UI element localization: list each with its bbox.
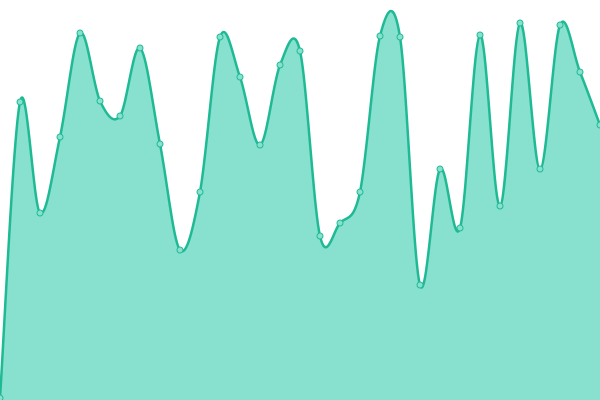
data-point — [56, 133, 64, 141]
data-point — [596, 121, 600, 129]
data-point — [376, 32, 384, 40]
data-point — [336, 219, 344, 227]
data-point — [476, 31, 484, 39]
data-point — [256, 141, 264, 149]
data-point — [136, 44, 144, 52]
data-point — [316, 232, 324, 240]
data-point — [116, 112, 124, 120]
data-point — [196, 188, 204, 196]
data-point — [36, 209, 44, 217]
data-point — [76, 29, 84, 37]
data-point — [236, 73, 244, 81]
data-point — [516, 19, 524, 27]
data-point — [0, 394, 4, 400]
data-point — [536, 165, 544, 173]
data-point — [576, 68, 584, 76]
data-point — [556, 21, 564, 29]
data-point — [176, 246, 184, 254]
data-point — [296, 47, 304, 55]
data-point — [16, 98, 24, 106]
data-point — [416, 281, 424, 289]
data-point — [396, 33, 404, 41]
data-point — [216, 33, 224, 41]
data-point — [436, 165, 444, 173]
data-point — [456, 224, 464, 232]
area-fill — [0, 10, 600, 400]
data-point — [356, 188, 364, 196]
data-point — [496, 202, 504, 210]
data-point — [276, 61, 284, 69]
data-point — [156, 140, 164, 148]
data-point — [96, 97, 104, 105]
